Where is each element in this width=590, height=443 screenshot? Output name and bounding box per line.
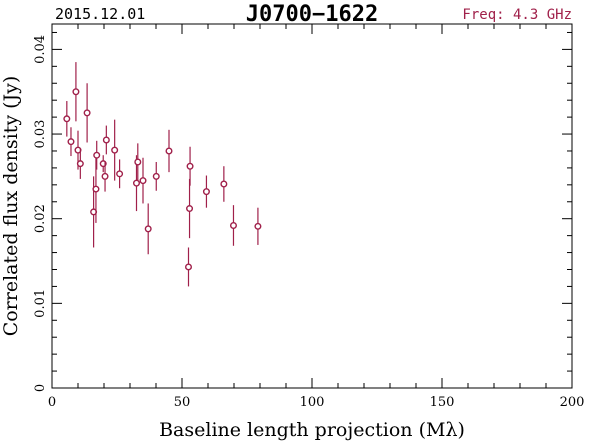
- data-point: [186, 178, 194, 239]
- x-tick-label: 0: [48, 395, 56, 410]
- point-marker: [220, 180, 228, 188]
- data-point: [93, 140, 101, 170]
- data-point: [76, 148, 84, 179]
- data-point: [116, 159, 124, 189]
- point-marker: [67, 138, 75, 146]
- data-point: [165, 129, 173, 173]
- data-point: [134, 143, 142, 181]
- frequency-label: Freq: 4.3 GHz: [462, 7, 572, 23]
- y-tick-label: 0: [33, 384, 48, 392]
- point-marker: [144, 225, 152, 233]
- point-marker: [202, 188, 210, 196]
- point-marker: [93, 151, 101, 159]
- data-point: [102, 125, 110, 155]
- point-marker: [165, 147, 173, 155]
- point-marker: [186, 205, 194, 213]
- plot-frame: [51, 23, 573, 389]
- point-marker: [92, 185, 100, 193]
- data-point: [229, 205, 237, 246]
- x-axis-label: Baseline length projection (Mλ): [159, 419, 465, 441]
- axis-ticks: [51, 24, 573, 389]
- data-point: [144, 203, 152, 255]
- point-marker: [111, 146, 119, 154]
- data-point: [152, 161, 160, 191]
- x-tick-label: 150: [430, 395, 455, 410]
- point-marker: [152, 172, 160, 180]
- point-marker: [76, 160, 84, 168]
- x-tick-label: 100: [300, 395, 325, 410]
- point-marker: [116, 170, 124, 178]
- data-point: [67, 127, 75, 157]
- point-marker: [132, 179, 140, 187]
- source-title: J0700−1622: [246, 2, 378, 27]
- point-marker: [101, 172, 109, 180]
- data-point: [202, 175, 210, 208]
- point-marker: [186, 162, 194, 170]
- point-marker: [229, 221, 237, 229]
- y-tick-label: 0.02: [33, 204, 48, 233]
- y-tick-label: 0.01: [33, 289, 48, 318]
- data-point: [101, 161, 109, 192]
- point-marker: [254, 222, 262, 230]
- data-point: [254, 207, 262, 245]
- point-marker: [139, 177, 147, 185]
- observation-date: 2015.12.01: [55, 5, 145, 23]
- data-point: [72, 62, 80, 122]
- point-marker: [83, 109, 91, 117]
- data-point: [184, 247, 192, 287]
- data-point: [220, 166, 228, 202]
- point-marker: [72, 88, 80, 96]
- data-point: [83, 83, 91, 143]
- y-axis-label: Correlated flux density (Jy): [0, 76, 22, 337]
- data-points: [63, 62, 262, 287]
- x-tick-label: 50: [174, 395, 191, 410]
- data-point: [186, 146, 194, 186]
- x-tick-labels: 0 50 100 150 200: [48, 395, 585, 410]
- y-tick-labels: 0 0.01 0.02 0.03 0.04: [33, 35, 48, 392]
- data-point: [139, 157, 147, 204]
- y-tick-label: 0.04: [33, 35, 48, 64]
- point-marker: [184, 263, 192, 271]
- data-point: [92, 155, 100, 223]
- x-tick-label: 200: [560, 395, 585, 410]
- data-point: [111, 119, 119, 181]
- point-marker: [134, 158, 142, 166]
- point-marker: [63, 115, 71, 123]
- y-tick-label: 0.03: [33, 120, 48, 149]
- point-marker: [102, 136, 110, 144]
- data-point: [63, 101, 71, 137]
